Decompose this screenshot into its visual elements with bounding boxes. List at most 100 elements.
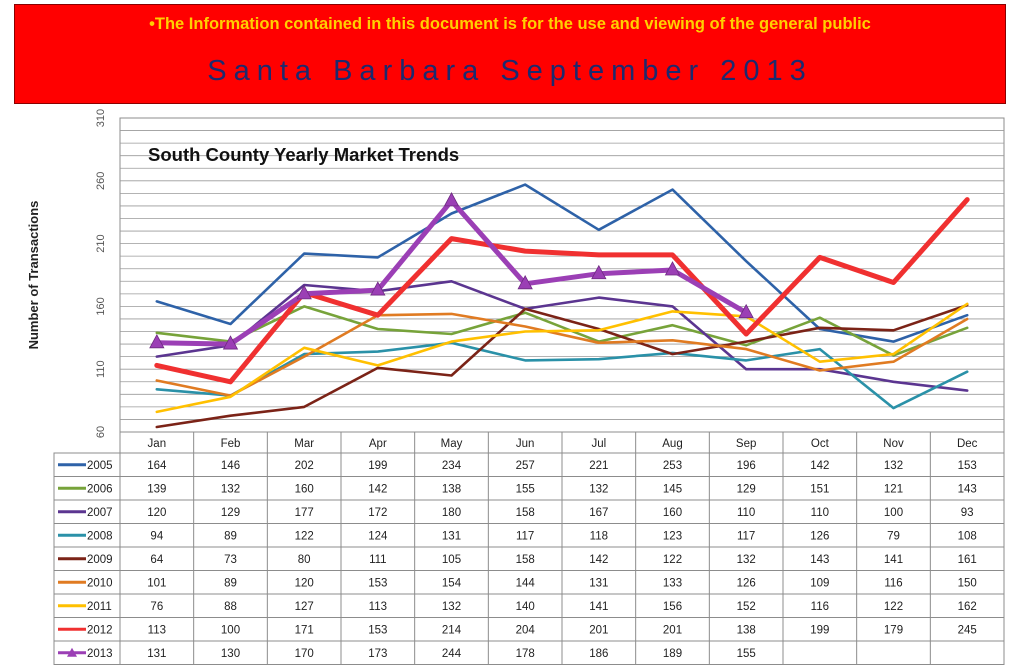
table-cell-2013: 130: [221, 648, 240, 660]
table-cell-2008: 117: [737, 530, 755, 542]
table-cell-2005: 257: [516, 460, 535, 472]
table-cell-2009: 141: [884, 554, 903, 566]
table-cell-2009: 143: [810, 554, 829, 566]
legend-label-2012: 2012: [87, 624, 113, 636]
table-cell-2005: 253: [663, 460, 682, 472]
series-line-2012: [154, 197, 970, 385]
table-cell-2011: 140: [516, 601, 535, 613]
data-point-2013: [370, 281, 386, 296]
data-point-2013: [149, 333, 165, 349]
table-cell-2011: 88: [224, 601, 237, 613]
data-point-2013: [664, 261, 681, 276]
table-cell-2011: 76: [150, 601, 163, 613]
table-cell-2010: 109: [810, 577, 829, 589]
table-cell-2009: 158: [516, 554, 535, 566]
table-cell-2008: 131: [442, 530, 461, 542]
table-cell-2008: 126: [810, 530, 829, 542]
x-tick-label: Jun: [516, 438, 535, 450]
table-cell-2009: 111: [369, 554, 386, 566]
table-cell-2012: 199: [810, 624, 829, 636]
table-cell-2013: 189: [663, 648, 682, 660]
table-cell-2008: 94: [150, 530, 163, 542]
table-cell-2013: 244: [442, 648, 462, 660]
table-cell-2013: 173: [368, 648, 387, 660]
table-cell-2007: 110: [737, 507, 755, 519]
table-cell-2013: 170: [295, 648, 314, 660]
page-title: Santa Barbara September 2013: [207, 55, 813, 87]
data-point-2013: [591, 264, 607, 280]
table-cell-2009: 122: [663, 554, 682, 566]
table-cell-2005: 142: [810, 460, 829, 472]
table-cell-2013: 178: [516, 648, 535, 660]
table-cell-2005: 199: [368, 460, 387, 472]
legend-label-2006: 2006: [87, 483, 113, 495]
table-cell-2009: 64: [150, 554, 163, 566]
series-line-2010: [155, 312, 969, 397]
series-line-2006: [155, 305, 969, 357]
table-cell-2006: 155: [516, 483, 535, 495]
table-cell-2012: 214: [442, 624, 462, 636]
table-cell-2007: 177: [295, 507, 314, 519]
series-line-2011: [155, 302, 969, 414]
table-cell-2009: 80: [298, 554, 311, 566]
table-cell-2010: 144: [516, 577, 536, 589]
table-cell-2012: 201: [589, 624, 608, 636]
table-cell-2012: 179: [884, 624, 903, 636]
table-cell-2006: 143: [958, 483, 977, 495]
table-cell-2005: 146: [221, 460, 240, 472]
table-cell-2009: 73: [224, 554, 237, 566]
table-cell-2007: 100: [884, 507, 903, 519]
table-cell-2006: 145: [663, 483, 682, 495]
table-cell-2007: 93: [961, 507, 974, 519]
table-cell-2012: 245: [958, 624, 977, 636]
x-tick-label: Nov: [883, 438, 904, 450]
table-cell-2007: 180: [442, 507, 461, 519]
table-cell-2006: 132: [589, 483, 608, 495]
table-cell-2007: 120: [147, 507, 166, 519]
table-cell-2006: 139: [147, 483, 166, 495]
x-tick-label: Apr: [369, 438, 387, 450]
table-cell-2011: 152: [737, 601, 756, 613]
table-cell-2006: 151: [810, 483, 829, 495]
data-point-2013: [296, 284, 312, 300]
x-tick-label: Jul: [591, 438, 606, 450]
x-tick-label: Dec: [957, 438, 978, 450]
data-point-2013: [222, 335, 239, 350]
y-tick-label: 260: [95, 172, 107, 190]
table-cell-2005: 221: [589, 460, 608, 472]
y-tick-label: 110: [95, 360, 107, 378]
table-cell-2008: 108: [958, 530, 977, 542]
table-cell-2012: 201: [663, 624, 682, 636]
x-tick-label: Mar: [294, 438, 314, 450]
x-tick-label: Aug: [662, 438, 682, 450]
table-cell-2011: 141: [589, 601, 608, 613]
table-cell-2005: 196: [737, 460, 756, 472]
table-cell-2011: 156: [663, 601, 682, 613]
table-cell-2006: 142: [368, 483, 387, 495]
table-cell-2010: 89: [224, 577, 237, 589]
table-cell-2005: 132: [884, 460, 903, 472]
table-cell-2012: 138: [737, 624, 756, 636]
table-cell-2010: 116: [884, 577, 902, 589]
legend-marker-2013: [67, 647, 77, 657]
table-cell-2012: 113: [148, 624, 166, 636]
table-cell-2008: 79: [887, 530, 900, 542]
x-tick-label: Sep: [736, 438, 756, 450]
legend-label-2013: 2013: [87, 648, 113, 660]
table-cell-2009: 105: [442, 554, 461, 566]
table-cell-2011: 116: [811, 601, 829, 613]
data-point-2013: [443, 192, 460, 207]
table-cell-2012: 153: [368, 624, 387, 636]
table-cell-2013: 155: [737, 648, 756, 660]
table-cell-2012: 204: [516, 624, 536, 636]
table-cell-2007: 158: [516, 507, 535, 519]
legend-label-2005: 2005: [87, 460, 113, 472]
chart-title: South County Yearly Market Trends: [148, 144, 459, 165]
legend-label-2007: 2007: [87, 507, 113, 519]
header-banner: •The Information contained in this docum…: [14, 4, 1006, 104]
table-cell-2010: 131: [589, 577, 608, 589]
table-cell-2013: 131: [147, 648, 166, 660]
legend-label-2008: 2008: [87, 530, 113, 542]
table-cell-2012: 100: [221, 624, 240, 636]
